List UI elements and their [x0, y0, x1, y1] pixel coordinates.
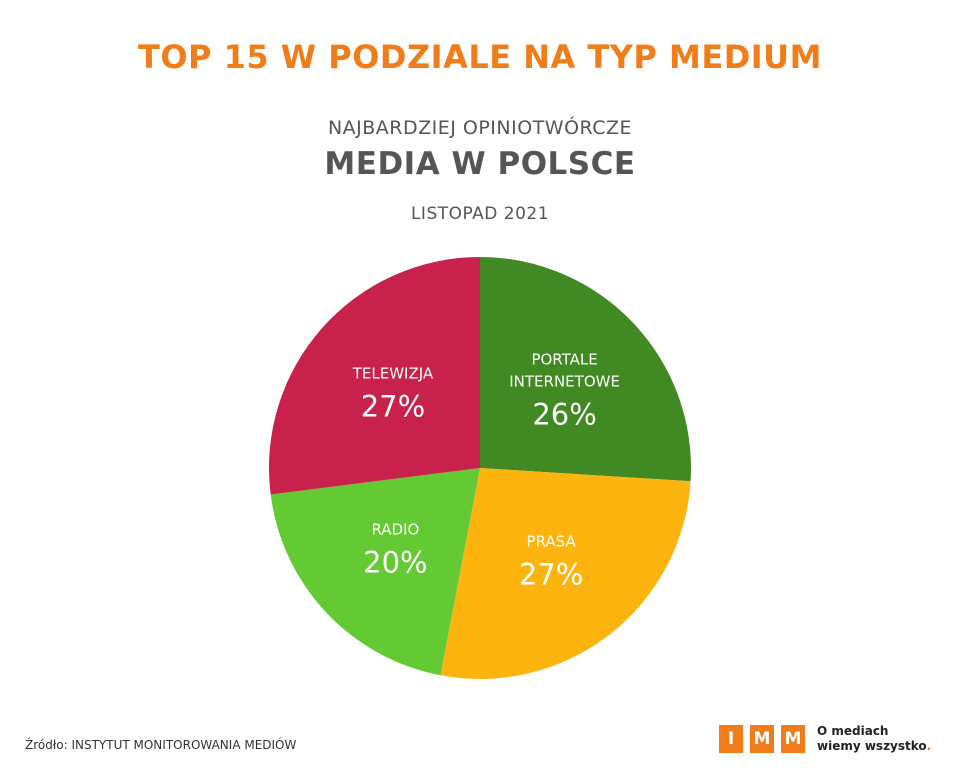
pie-slice-2 [270, 468, 480, 676]
logo-tagline: O mediach wiemy wszystko. [817, 724, 931, 754]
slice-label-2-0: RADIO [371, 520, 419, 538]
slice-value-3: 27% [361, 389, 425, 423]
pie-slice-3 [268, 257, 480, 495]
tagline-line-2: wiemy wszystko. [817, 739, 931, 754]
slice-label-1-0: PRASA [527, 533, 577, 551]
chart-title: TOP 15 W PODZIALE NA TYP MEDIUM [138, 38, 822, 76]
slice-label-3-0: TELEWIZJA [352, 364, 434, 382]
tagline-line-1: O mediach [817, 724, 889, 738]
subtitle-date: LISTOPAD 2021 [410, 204, 550, 224]
logo-letter-m1: M [750, 725, 774, 753]
subtitle-opiniotworcze: NAJBARDZIEJ OPINIOTWÓRCZE [327, 117, 633, 139]
pie-slice-0 [480, 257, 691, 482]
tagline-dot: . [926, 739, 932, 753]
source-note: Źródło: INSTYTUT MONITOROWANIA MEDIÓW [25, 738, 297, 752]
subtitle-media: MEDIA W POLSCE [324, 146, 636, 182]
slice-value-0: 26% [532, 398, 596, 432]
slice-value-2: 20% [363, 545, 427, 579]
pie-slice-1 [440, 468, 691, 679]
slice-label-0-1: INTERNETOWE [509, 373, 620, 391]
logo-letter-i: I [719, 725, 743, 753]
tagline-text: wiemy wszystko [817, 739, 927, 753]
logo-letter-m2: M [781, 725, 805, 753]
slice-label-0-0: PORTALE [531, 351, 597, 369]
slice-value-1: 27% [519, 558, 583, 592]
